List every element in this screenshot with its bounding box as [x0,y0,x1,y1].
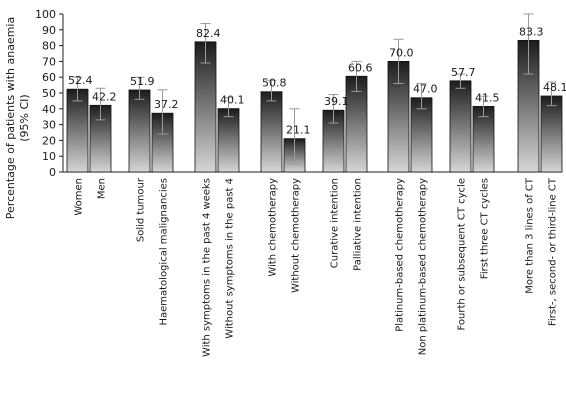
category-label: Platinum-based chemotherapy [395,178,406,332]
category-label: Palliative intention [353,178,364,271]
data-label: 82.4 [196,27,221,40]
data-label: 40.1 [220,94,245,107]
y-tick-label: 30 [42,119,56,132]
category-label: Men [97,178,108,199]
data-label: 70.0 [389,46,414,59]
data-label: 50.8 [262,77,287,90]
y-tick-label: 70 [42,55,56,68]
data-label: 37.2 [154,98,179,111]
bar [66,88,89,173]
y-tick-label: 0 [49,166,56,179]
y-axis-label-line1: Percentage of patients with anaemia [4,17,17,219]
value-labels: 52.4 42.2 51.9 37.2 82.4 40.1 50.8 21.1 39.1 60.6… [68,25,566,136]
category-label: Fourth or subsequent CT cycle [457,178,468,330]
bar [449,80,472,173]
data-label: 21.1 [286,124,311,137]
category-label: First three CT cycles [480,178,491,279]
data-label: 48.1 [543,81,566,94]
y-axis-title: Percentage of patients with anaemia (95%… [4,17,31,219]
data-label: 83.3 [519,25,544,38]
category-label: First-, second- or third-line CT [548,177,559,326]
y-tick-label: 90 [42,24,56,37]
y-tick-label: 10 [42,150,56,163]
error-bars [72,13,557,165]
category-label: With symptoms in the past 4 weeks [202,178,213,357]
data-label: 51.9 [130,75,155,88]
data-label: 57.7 [451,66,476,79]
bar [217,108,240,173]
bars [66,39,563,173]
data-label: 42.2 [92,90,117,103]
data-label: 52.4 [68,74,93,87]
bar [260,91,283,173]
category-label: Haematological malignancies [159,178,170,326]
y-tick-label: 60 [42,71,56,84]
category-label: Women [74,178,85,216]
y-tick-label: 40 [42,103,56,116]
bar [128,89,151,173]
y-tick-label: 50 [42,87,56,100]
bar [540,95,563,173]
y-axis-label-line2: (95% CI) [18,94,31,141]
data-label: 60.6 [348,61,373,74]
category-label: Without symptoms in the past 4 [225,178,236,339]
y-tick-label: 20 [42,134,56,147]
data-label: 39.1 [324,95,349,108]
data-label: 41.5 [475,91,500,104]
category-label: With chemotherapy [268,178,279,277]
data-label: 47.0 [413,83,438,96]
category-label: Solid tumour [136,177,147,242]
category-label: Non platinum-based chemotherapy [418,178,429,355]
category-label: More than 3 lines of CT [525,177,536,294]
y-tick-label: 80 [42,40,56,53]
category-label: Curative intention [330,178,341,268]
category-label: Without chemotherapy [291,178,302,293]
y-tick-label: 100 [35,8,56,21]
axes: 0 10 20 30 40 50 60 70 80 90 100 [35,8,562,179]
category-labels: Women Men Solid tumour Haematological malig… [74,177,559,357]
